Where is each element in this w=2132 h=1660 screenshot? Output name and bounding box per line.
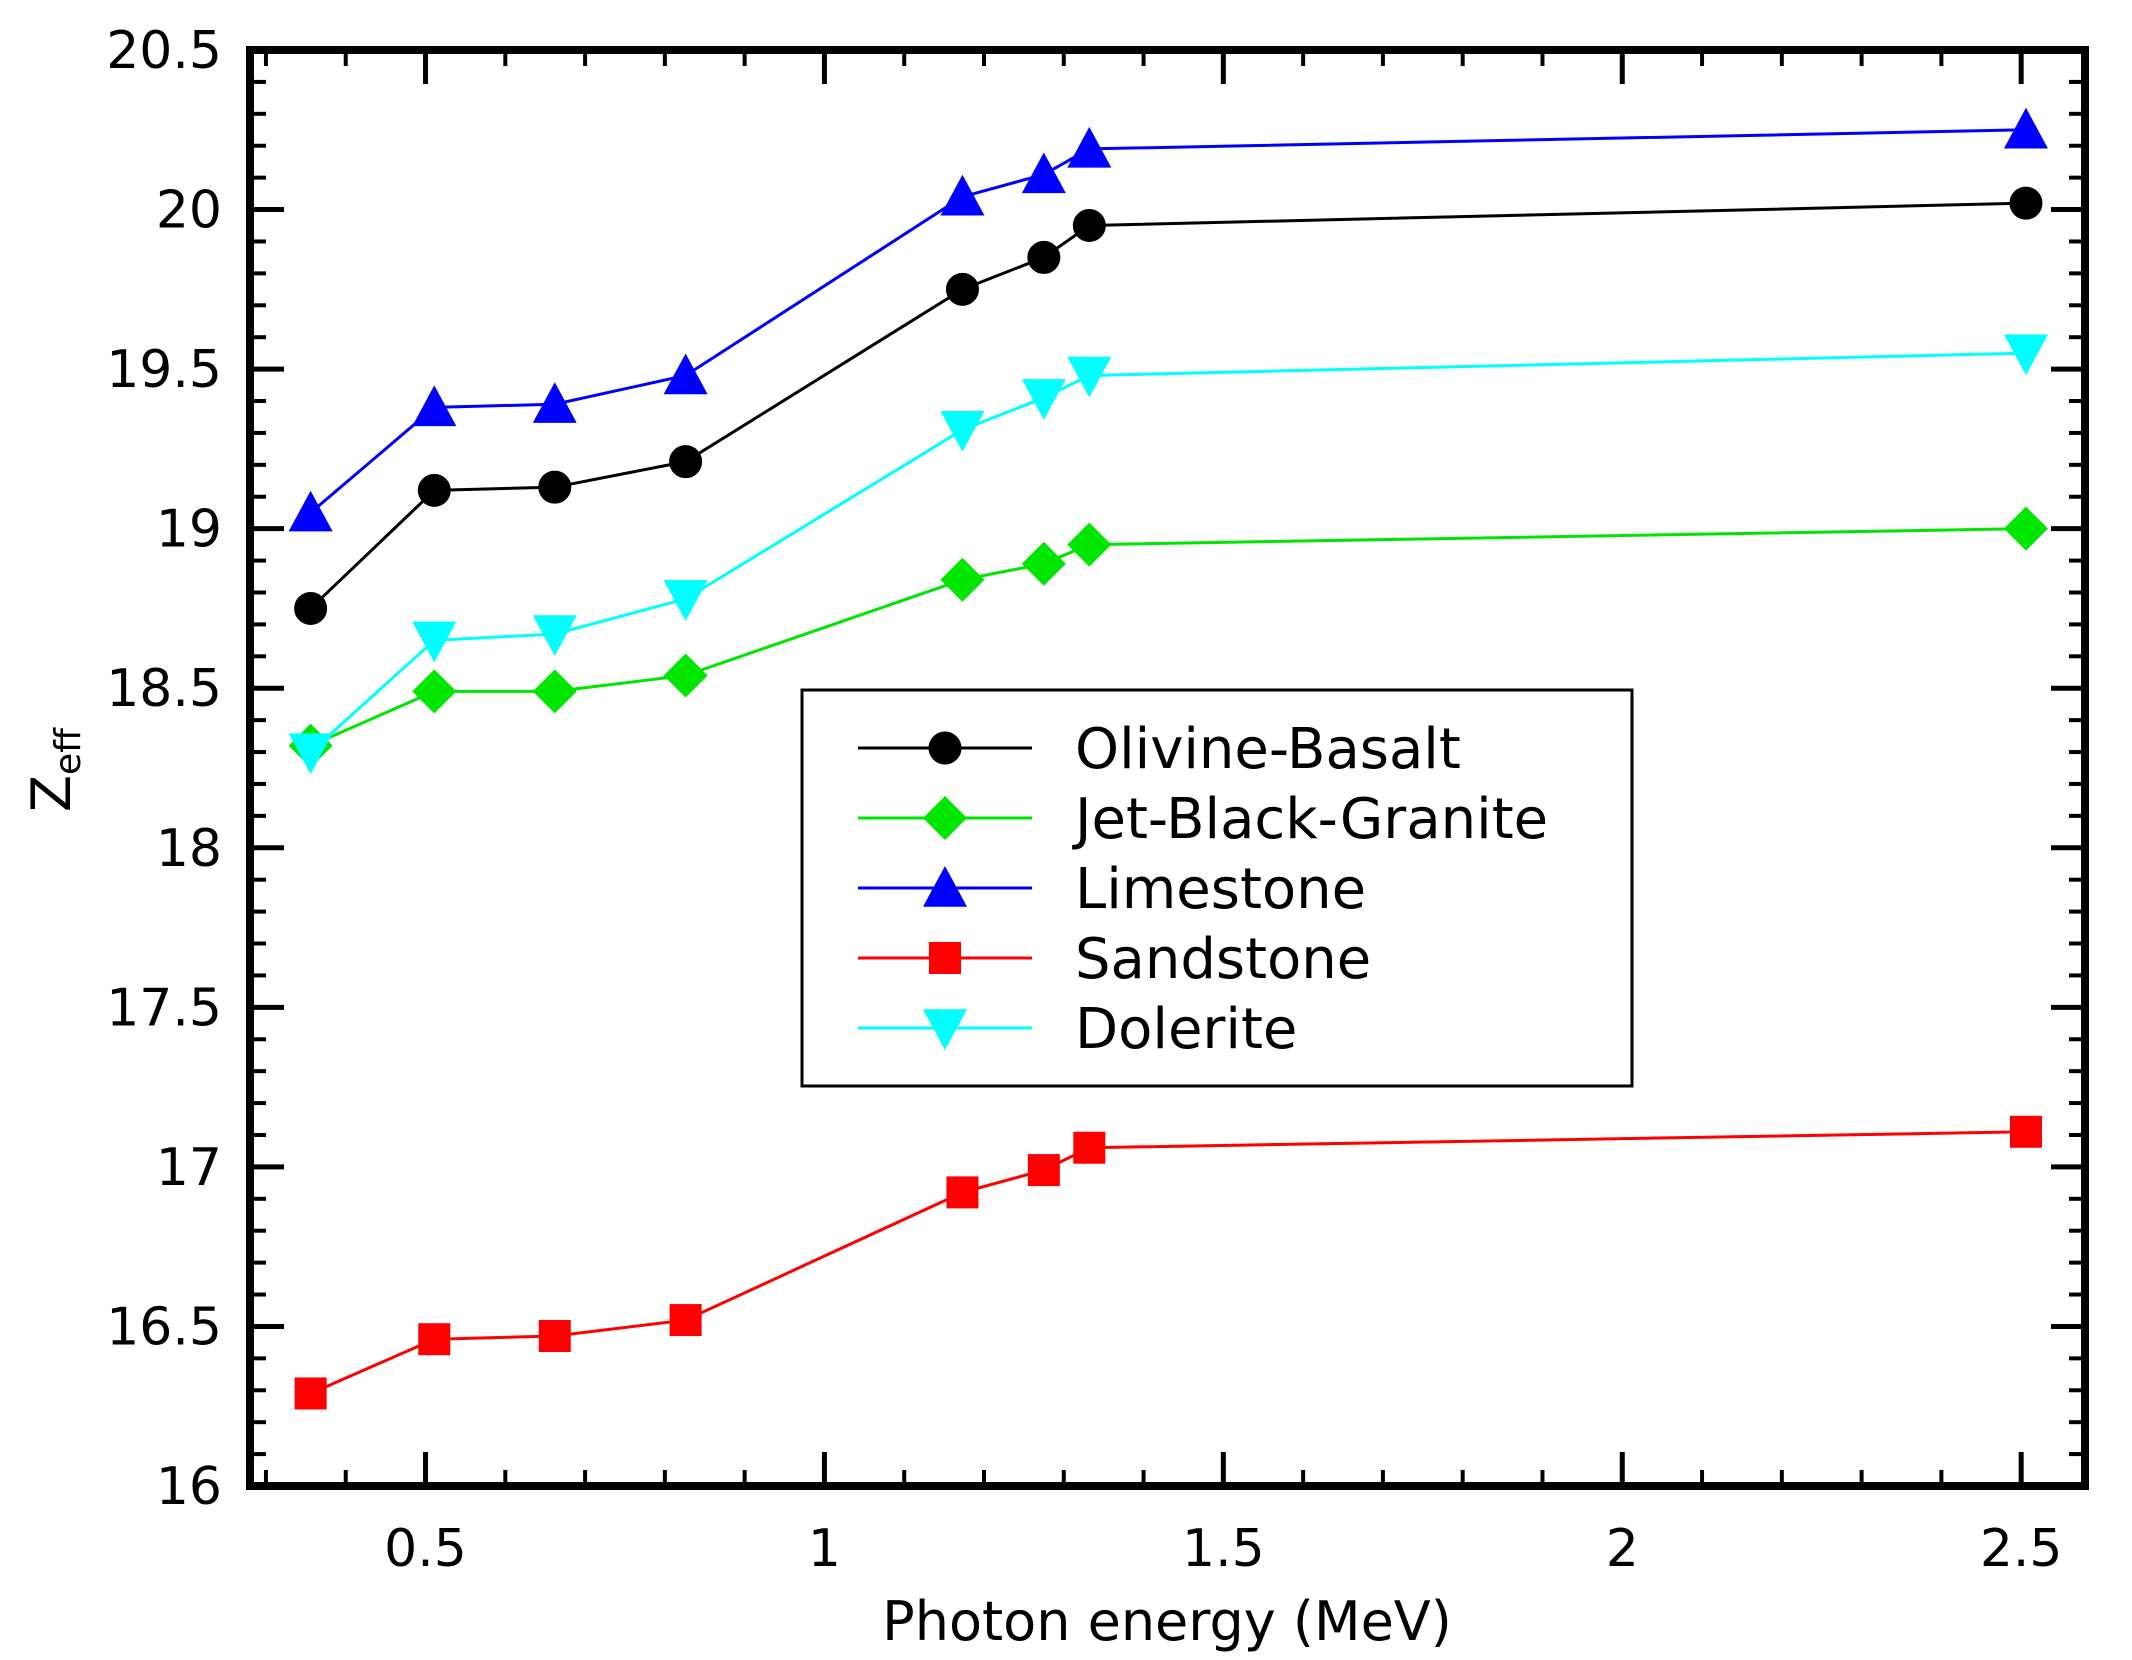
y-tick-label: 20.5 xyxy=(106,21,222,81)
data-point-sandstone xyxy=(2009,1115,2042,1148)
data-point-jet-black-granite xyxy=(412,669,457,714)
legend-label: Olivine-Basalt xyxy=(1075,717,1461,782)
data-point-dolerite xyxy=(940,411,985,452)
legend-label: Jet-Black-Granite xyxy=(1072,787,1548,852)
legend: Olivine-BasaltJet-Black-GraniteLimestone… xyxy=(800,688,1634,1088)
data-point-limestone xyxy=(2003,107,2048,149)
x-tick-label: 1.5 xyxy=(1182,1519,1265,1579)
x-tick-label: 0.5 xyxy=(384,1519,467,1579)
data-point-dolerite xyxy=(1067,356,1112,398)
data-point-sandstone xyxy=(1027,1154,1060,1187)
y-axis-label-main: Z xyxy=(20,775,83,812)
data-point-olivine-basalt xyxy=(669,445,703,479)
series-jet-black-granite xyxy=(288,506,2048,768)
data-point-dolerite xyxy=(412,621,457,663)
data-point-sandstone xyxy=(946,1176,979,1209)
y-tick-label: 18.5 xyxy=(106,659,222,719)
y-tick-label: 17 xyxy=(156,1138,222,1198)
tick-layer: 16 16.5 17 17.5 18 18.5 19 19.5 20 20.5 0.5 1 1.5 2 2.… xyxy=(106,21,2085,1579)
data-point-sandstone xyxy=(418,1323,451,1356)
data-point-olivine-basalt xyxy=(1072,209,1106,243)
series-sandstone xyxy=(294,1115,2042,1410)
data-point-dolerite xyxy=(2003,334,2048,376)
legend-entry-olivine-basalt: Olivine-Basalt xyxy=(858,717,1461,782)
data-point-dolerite xyxy=(1021,379,1066,420)
data-point-limestone xyxy=(288,490,333,532)
x-tick-label: 2.5 xyxy=(1980,1519,2063,1579)
y-tick-label: 18 xyxy=(156,819,222,879)
legend-marker-limestone xyxy=(923,866,967,907)
x-axis-label: Photon energy (MeV) xyxy=(882,1590,1452,1653)
data-point-jet-black-granite xyxy=(1021,541,1066,586)
x-tick-label: 2 xyxy=(1606,1519,1639,1579)
data-point-sandstone xyxy=(538,1320,571,1353)
data-point-sandstone xyxy=(1073,1131,1106,1164)
legend-label: Sandstone xyxy=(1075,927,1371,992)
data-point-olivine-basalt xyxy=(1027,240,1061,274)
y-tick-label: 20 xyxy=(156,181,222,241)
data-point-limestone xyxy=(1021,152,1066,194)
data-point-limestone xyxy=(940,174,985,216)
series-limestone xyxy=(288,107,2048,532)
data-point-olivine-basalt xyxy=(538,470,572,504)
legend-entry-sandstone: Sandstone xyxy=(858,927,1371,992)
y-tick-label: 19.5 xyxy=(106,340,222,400)
x-tick-label: 1 xyxy=(808,1519,841,1579)
series-dolerite xyxy=(288,334,2048,775)
data-point-olivine-basalt xyxy=(294,591,328,625)
legend-label: Dolerite xyxy=(1075,997,1297,1062)
data-point-olivine-basalt xyxy=(417,473,451,507)
data-point-jet-black-granite xyxy=(1067,522,1112,567)
data-point-jet-black-granite xyxy=(532,669,577,714)
data-point-jet-black-granite xyxy=(940,557,985,602)
y-tick-label: 16.5 xyxy=(106,1297,222,1357)
legend-marker-jet-black-granite xyxy=(923,796,967,840)
y-tick-label: 17.5 xyxy=(106,978,222,1038)
data-point-limestone xyxy=(663,353,708,395)
data-point-dolerite xyxy=(532,615,577,656)
y-axis-label: Zeff xyxy=(20,727,89,812)
plot-frame xyxy=(246,46,2089,1490)
legend-label: Limestone xyxy=(1075,857,1366,922)
data-point-dolerite xyxy=(663,580,708,621)
legend-marker-sandstone xyxy=(929,942,961,974)
legend-entry-jet-black-granite: Jet-Black-Granite xyxy=(858,787,1548,852)
legend-marker-dolerite xyxy=(923,1009,967,1050)
data-point-sandstone xyxy=(294,1377,327,1410)
data-point-olivine-basalt xyxy=(2009,186,2043,220)
legend-entry-dolerite: Dolerite xyxy=(858,997,1297,1062)
y-tick-label: 16 xyxy=(156,1457,222,1517)
y-tick-label: 19 xyxy=(156,500,222,560)
data-point-sandstone xyxy=(669,1304,702,1337)
legend-entry-limestone: Limestone xyxy=(858,857,1366,922)
series-layer xyxy=(288,107,2048,1410)
y-axis-label-subscript: eff xyxy=(48,727,89,775)
data-point-dolerite xyxy=(288,733,333,775)
data-point-limestone xyxy=(1067,126,1112,168)
legend-marker-olivine-basalt xyxy=(928,731,962,765)
data-point-olivine-basalt xyxy=(945,272,979,306)
data-point-limestone xyxy=(412,385,457,427)
data-point-jet-black-granite xyxy=(663,653,708,698)
data-point-limestone xyxy=(532,382,577,423)
data-point-jet-black-granite xyxy=(2003,506,2048,551)
series-olivine-basalt xyxy=(294,186,2043,625)
